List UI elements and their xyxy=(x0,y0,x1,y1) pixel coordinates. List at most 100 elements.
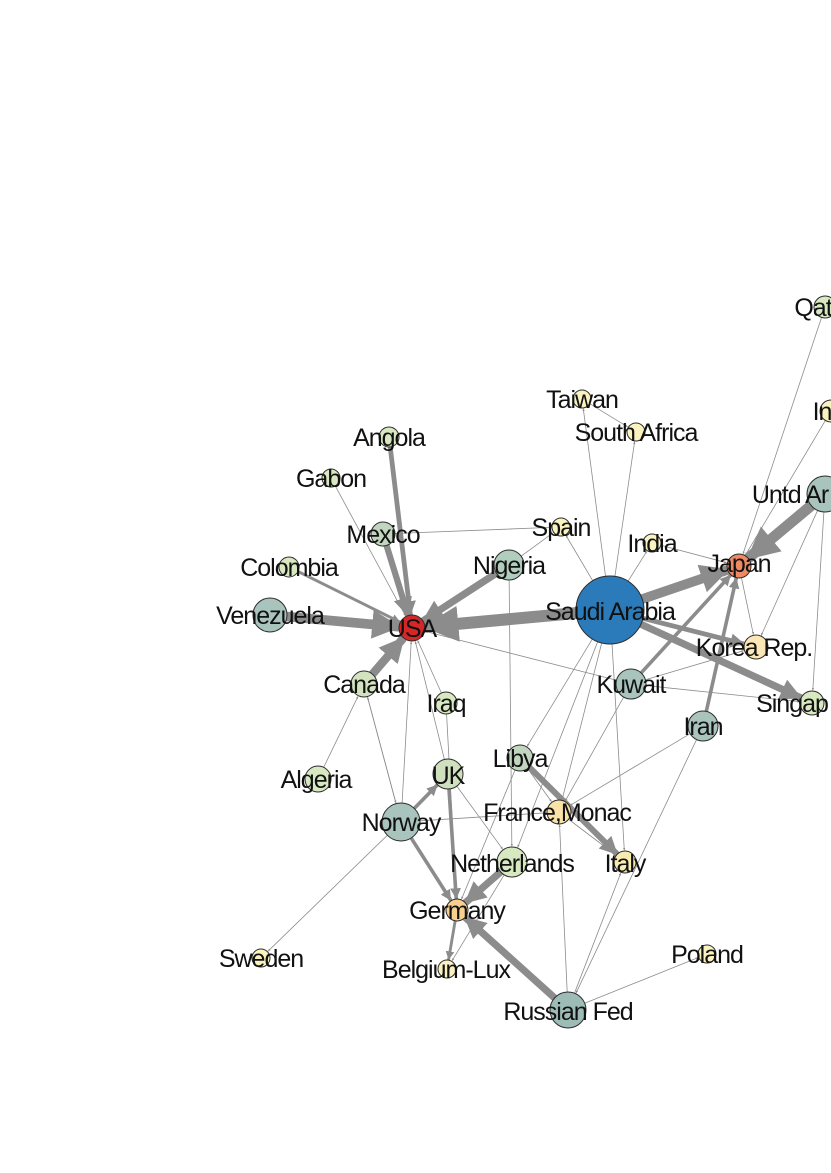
labels-layer: USA Saudi Arabia Japan Venezuela Colombia Gab… xyxy=(216,294,831,1026)
node-label-korea: Korea Rep. xyxy=(696,634,812,662)
edge-uae-to-japan xyxy=(743,500,817,564)
node-sweden xyxy=(251,948,271,968)
edge-norway-to-uk xyxy=(412,783,439,811)
edge-saudi-to-japan xyxy=(637,564,732,604)
node-label-india: India xyxy=(627,530,677,558)
edge-germany-to-belgium xyxy=(445,919,457,961)
node-label-indonesia: In xyxy=(813,398,831,426)
edge-nigeria-to-spain xyxy=(520,532,554,557)
node-label-spain: Spain xyxy=(532,514,591,542)
node-spain xyxy=(551,517,571,537)
node-belgium xyxy=(437,959,457,979)
edge-kuwait-to-japan xyxy=(639,573,733,675)
node-venezuela xyxy=(252,597,288,633)
edge-saudi-to-usa xyxy=(419,605,583,642)
node-iraq xyxy=(434,691,458,715)
edge-saudi-to-libya xyxy=(526,638,593,747)
edge-nigeria-to-netherlands xyxy=(508,579,514,847)
edge-india-to-japan xyxy=(660,544,727,564)
edge-saudi-to-singapore xyxy=(637,620,804,702)
edge-norway-to-france xyxy=(419,811,547,822)
node-label-iran: Iran xyxy=(683,713,722,741)
node-saudi xyxy=(575,575,645,645)
node-label-sweden: Sweden xyxy=(219,945,303,973)
edge-russia-to-germany xyxy=(462,914,559,1002)
node-label-venezuela: Venezuela xyxy=(216,602,325,630)
node-kuwait xyxy=(615,668,647,700)
node-singapore xyxy=(799,690,825,716)
node-taiwan xyxy=(572,389,592,409)
edge-france-to-italy xyxy=(568,818,616,856)
edge-libya-to-france xyxy=(527,768,552,802)
nodes-layer xyxy=(251,295,831,1029)
edge-russia-to-poland xyxy=(584,957,699,1004)
node-france xyxy=(546,799,572,825)
node-label-libya: Libya xyxy=(493,745,549,773)
edge-indonesia-to-japan xyxy=(745,420,826,556)
edge-netherlands-to-germany xyxy=(462,868,505,906)
node-algeria xyxy=(304,765,332,793)
edge-uae-to-singapore xyxy=(811,511,825,691)
edge-algeria-to-canada xyxy=(323,696,359,768)
node-iran xyxy=(687,710,719,742)
edge-saudi-to-france xyxy=(561,642,603,800)
edge-norway-to-germany xyxy=(409,836,453,902)
edge-russia-to-france xyxy=(558,824,568,993)
edge-canada-to-norway xyxy=(366,696,397,804)
edge-saudi-to-safrica xyxy=(614,441,636,577)
node-label-belgium: Belgium-Lux xyxy=(382,956,511,984)
edge-gabon-to-usa xyxy=(334,485,406,617)
node-nigeria xyxy=(493,549,525,581)
edge-mexico-to-spain xyxy=(394,526,552,534)
node-label-russia: Russian Fed xyxy=(503,998,632,1026)
edge-libya-to-germany xyxy=(461,769,516,900)
edge-colombia-to-usa xyxy=(296,570,401,624)
node-india xyxy=(642,533,662,553)
edge-russia-to-italy xyxy=(574,872,622,994)
node-japan xyxy=(726,553,752,579)
node-label-gabon: Gabon xyxy=(296,465,366,493)
edge-angola-to-usa xyxy=(387,444,416,617)
node-label-usa: USA xyxy=(388,615,438,643)
node-libya xyxy=(506,744,534,772)
edge-taiwan-to-safrica xyxy=(589,403,628,428)
node-label-france: France,Monac xyxy=(483,799,631,827)
edge-kuwait-to-france xyxy=(564,696,625,802)
node-label-poland: Poland xyxy=(671,941,743,969)
node-label-mexico: Mexico xyxy=(346,521,419,549)
node-label-nigeria: Nigeria xyxy=(473,552,546,580)
edge-uae-to-korea xyxy=(760,510,819,636)
edges-layer xyxy=(267,317,826,1004)
node-poland xyxy=(697,944,717,964)
edge-saudi-to-india xyxy=(627,551,648,582)
node-colombia xyxy=(278,556,300,578)
node-netherlands xyxy=(496,846,528,878)
node-label-canada: Canada xyxy=(323,671,406,699)
node-angola xyxy=(378,426,400,448)
edge-saudi-to-korea xyxy=(640,615,746,648)
node-label-safrica: South Africa xyxy=(575,419,699,447)
edge-saudi-to-taiwan xyxy=(582,408,606,577)
edge-iran-to-france xyxy=(569,733,691,806)
edge-norway-to-sweden xyxy=(267,834,388,952)
edge-iraq-to-germany xyxy=(446,713,458,899)
node-canada xyxy=(350,670,378,698)
node-label-netherlands: Netherlands xyxy=(450,850,574,878)
edge-iran-to-japan xyxy=(704,576,740,714)
node-germany xyxy=(445,898,469,922)
node-label-qatar: Qat xyxy=(794,294,831,322)
node-norway xyxy=(381,802,421,842)
node-italy xyxy=(613,850,637,874)
node-label-kuwait: Kuwait xyxy=(596,671,666,699)
edge-kuwait-to-korea xyxy=(644,650,744,681)
node-label-saudi: Saudi Arabia xyxy=(545,598,676,626)
node-label-italy: Italy xyxy=(605,850,647,878)
node-qatar xyxy=(813,295,831,319)
node-gabon xyxy=(321,468,341,488)
node-indonesia xyxy=(819,399,831,423)
node-label-uk: UK xyxy=(432,762,466,790)
node-mexico xyxy=(370,521,396,547)
edge-canada-to-usa xyxy=(368,634,408,679)
edge-norway-to-usa xyxy=(401,641,413,804)
node-uae xyxy=(806,475,831,513)
